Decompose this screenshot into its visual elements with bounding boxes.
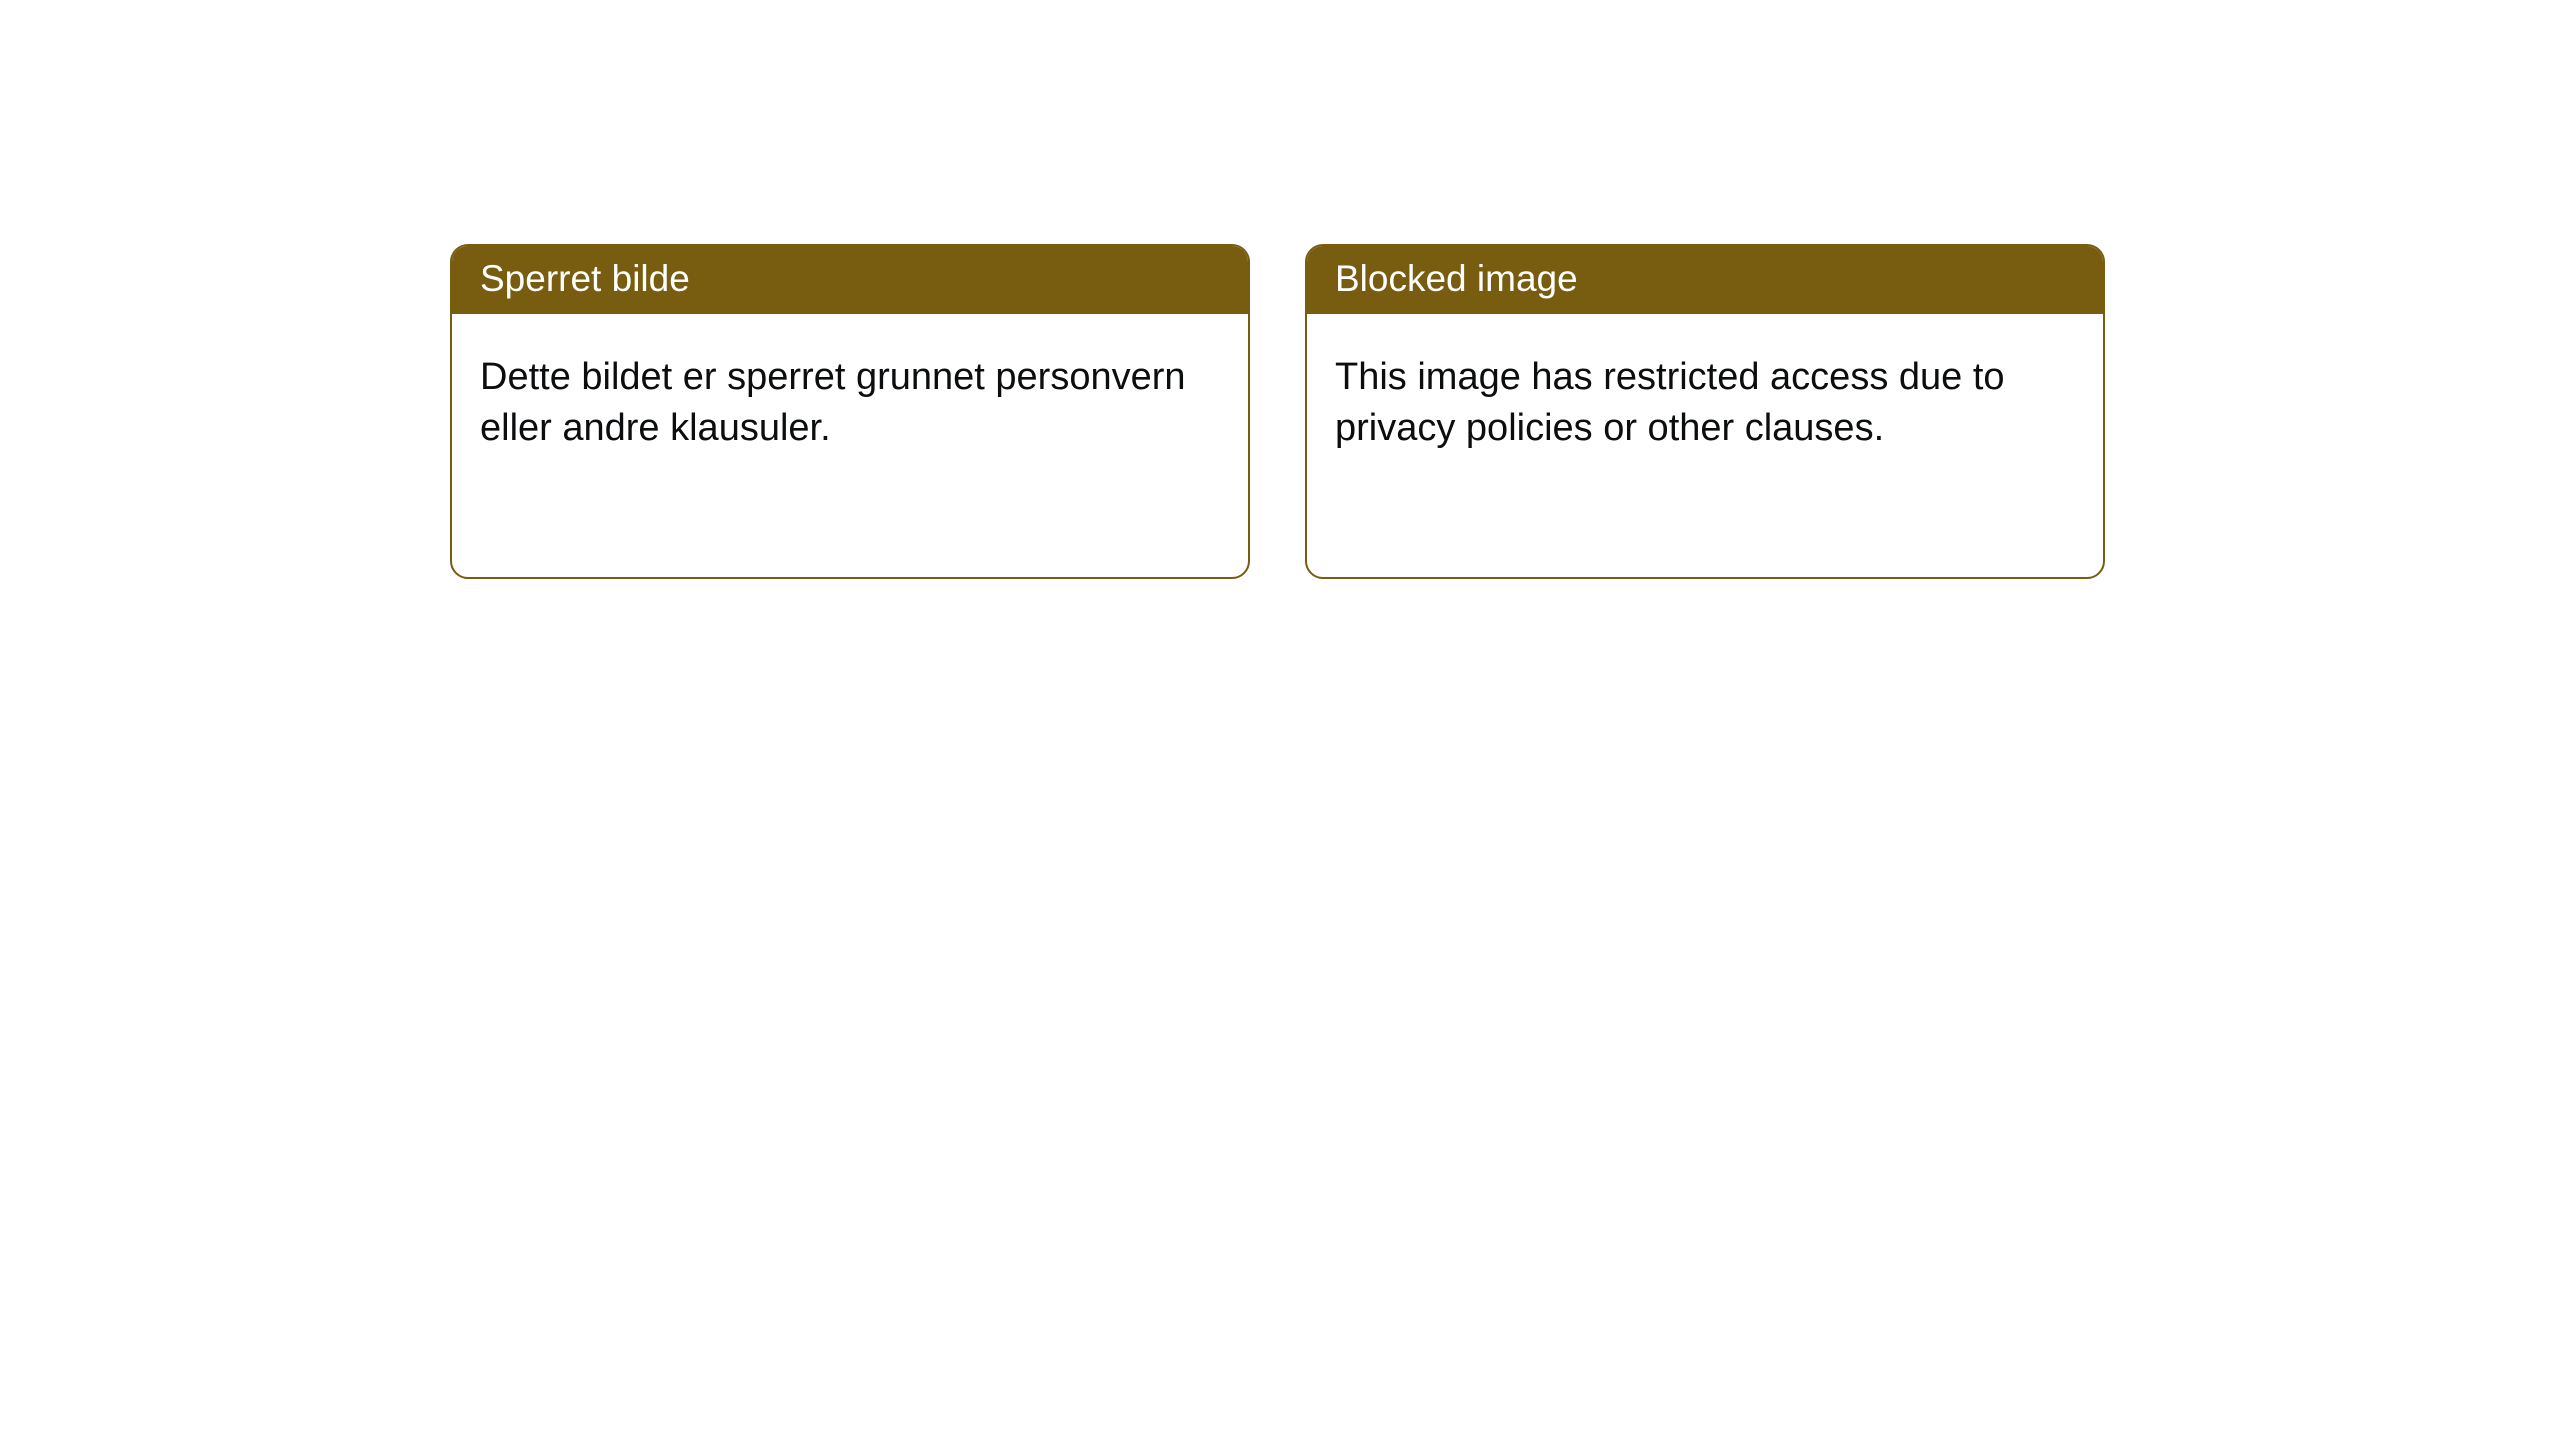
notice-title: Blocked image — [1307, 246, 2103, 314]
notice-container: Sperret bilde Dette bildet er sperret gr… — [0, 0, 2560, 579]
notice-body: Dette bildet er sperret grunnet personve… — [452, 314, 1248, 482]
notice-title: Sperret bilde — [452, 246, 1248, 314]
notice-card-norwegian: Sperret bilde Dette bildet er sperret gr… — [450, 244, 1250, 579]
notice-body: This image has restricted access due to … — [1307, 314, 2103, 482]
notice-card-english: Blocked image This image has restricted … — [1305, 244, 2105, 579]
